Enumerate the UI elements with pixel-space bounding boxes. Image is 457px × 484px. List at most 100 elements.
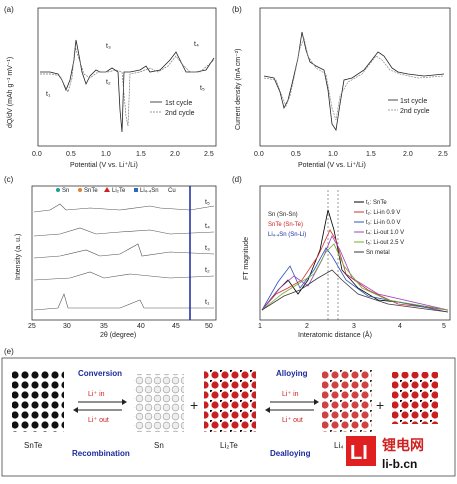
annotation-t1: t₁: [46, 91, 51, 98]
legend-t1: t₁: SnTe: [366, 200, 387, 206]
annotation-t4: t₄: [194, 41, 199, 48]
li-in-label-1: Li⁺ in: [88, 391, 105, 398]
x-tick: 1.5: [366, 151, 376, 158]
x-tick: 2.0: [170, 151, 180, 158]
panel-c: (c) Intensity (a. u.) 2θ (degree) Sn SnT…: [0, 170, 228, 340]
xrd-t2: [33, 271, 215, 281]
panel-a-xlabel: Potential (V vs. Li⁺/Li): [70, 162, 138, 169]
ft-t4: [261, 235, 449, 311]
panel-c-ylabel: Intensity (a. u.): [15, 234, 22, 280]
panel-c-xlabel: 2θ (degree): [100, 332, 136, 339]
xrd-t5: [33, 203, 215, 213]
panel-a-svg: (a) dQ/dV (mAh g⁻¹ mV⁻¹) Potential (V vs…: [4, 5, 217, 169]
legend-t3: t₃: Li-in 0.0 V: [366, 220, 400, 226]
x-tick: 50: [205, 323, 213, 330]
panel-c-label: (c): [4, 175, 14, 184]
alloying-label: Alloying: [276, 369, 308, 378]
sn-label: Sn: [154, 441, 164, 450]
arrowhead-right-2: [314, 399, 319, 405]
li4-label: Li₄: [334, 441, 344, 450]
legend-2nd: 2nd cycle: [165, 110, 195, 117]
li-in-label-2: Li⁺ in: [282, 391, 299, 398]
series-2nd-cycle: [40, 45, 215, 127]
li-out-label-1: Li⁺ out: [88, 417, 109, 424]
panel-a-xticks: 0.0 0.5 1.0 1.5 2.0 2.5: [32, 151, 214, 158]
legend-marker-sn: [56, 188, 60, 192]
panel-b: (b) Current density (mA cm⁻²) Potential …: [228, 0, 457, 170]
panel-a: (a) dQ/dV (mAh g⁻¹ mV⁻¹) Potential (V vs…: [0, 0, 228, 170]
conversion-label: Conversion: [78, 369, 122, 378]
panel-b-frame: [259, 7, 451, 147]
x-tick: 30: [63, 323, 71, 330]
legend-marker-li44sn: [134, 188, 138, 192]
panel-a-ylabel: dQ/dV (mAh g⁻¹ mV⁻¹): [7, 57, 14, 128]
xrd-t4-label: t₄: [205, 223, 210, 230]
xrd-t1-label: t₁: [205, 299, 210, 306]
panel-c-xticks: 25 30 35 40 45 50: [28, 323, 213, 330]
panel-d-xticks: 1 2 3 4 5: [258, 323, 446, 330]
legend-li44sn: Li₄.₄Sn: [140, 188, 159, 194]
x-tick: 1: [258, 323, 262, 330]
sn-crystal: [134, 374, 184, 432]
legend-t5: t₅: Li-out 2.5 V: [366, 240, 404, 246]
panel-d-svg: (d) FT magnitude Interatomic distance (Å…: [232, 175, 451, 339]
xrd-t3: [33, 243, 215, 259]
panel-d-frame: [259, 185, 451, 321]
xrd-patterns: [33, 203, 215, 311]
panel-a-label: (a): [4, 5, 14, 14]
panel-d-ylabel: FT magnitude: [243, 237, 250, 280]
panel-e-svg: (e) SnTe Conversion Li⁺ in Li⁺ out Recom…: [1, 347, 456, 477]
legend-sn: Sn: [62, 188, 69, 194]
snte-label: SnTe: [24, 441, 43, 450]
annotation-t3: t₃: [106, 43, 111, 50]
ft-t3: [261, 247, 449, 313]
panel-b-label: (b): [232, 5, 242, 14]
ft-curves: [261, 209, 449, 313]
plus-sign-2: +: [376, 397, 384, 413]
li2te-crystal-2: [392, 372, 438, 424]
cv-2nd-cycle: [263, 36, 445, 121]
ft-t5: [261, 243, 449, 311]
panel-e: (e) SnTe Conversion Li⁺ in Li⁺ out Recom…: [0, 340, 457, 479]
x-tick: 25: [28, 323, 36, 330]
li2te-label: Li₂Te: [220, 441, 238, 450]
x-tick: 2: [305, 323, 309, 330]
x-tick: 0.5: [291, 151, 301, 158]
panel-b-xticks: 0.0 0.5 1.0 1.5 2.0 2.5: [254, 151, 448, 158]
panel-d-label: (d): [232, 175, 242, 184]
xrd-t4: [33, 227, 215, 237]
ft-t1: [261, 209, 449, 311]
legend-marker-snte: [78, 188, 82, 192]
x-tick: 2.5: [204, 151, 214, 158]
x-tick: 0.0: [32, 151, 42, 158]
x-tick: 35: [100, 323, 108, 330]
panel-b-ylabel: Current density (mA cm⁻²): [235, 49, 242, 131]
panel-b-xlabel: Potential (V vs. Li⁺/Li): [298, 162, 366, 169]
x-tick: 3: [352, 323, 356, 330]
panel-d: (d) FT magnitude Interatomic distance (Å…: [228, 170, 457, 340]
legend-li2te: Li₂Te: [112, 188, 126, 194]
ft-sn-metal: [261, 269, 449, 313]
x-tick: 0.0: [254, 151, 264, 158]
legend-t4: t₄: Li-out 1.0 V: [366, 230, 404, 236]
logo-text: LI: [350, 442, 368, 464]
panel-c-frame: [31, 185, 217, 321]
x-tick: 45: [172, 323, 180, 330]
legend-1st: 1st cycle: [165, 100, 192, 107]
legend-marker-li2te: [104, 187, 110, 192]
snte-crystal: [12, 370, 64, 432]
panel-e-label: (e): [4, 347, 14, 356]
cv-1st-cycle: [263, 31, 445, 132]
legend-2nd: 2nd cycle: [400, 108, 430, 115]
x-tick: 2.5: [438, 151, 448, 158]
legend-cu: Cu: [168, 188, 176, 194]
x-tick: 2.0: [403, 151, 413, 158]
panel-e-frame: [1, 357, 456, 477]
panel-c-svg: (c) Intensity (a. u.) 2θ (degree) Sn SnT…: [4, 175, 217, 339]
panel-c-legend: Sn SnTe Li₂Te Li₄.₄Sn Cu: [56, 187, 176, 194]
arrowhead-left-2: [265, 407, 270, 413]
panel-d-legend: t₁: SnTe t₂: Li-in 0.9 V t₃: Li-in 0.0 V…: [354, 200, 404, 256]
x-tick: 1.0: [101, 151, 111, 158]
li2te-crystal: [204, 370, 256, 432]
annotation-t5: t₅: [200, 85, 205, 92]
